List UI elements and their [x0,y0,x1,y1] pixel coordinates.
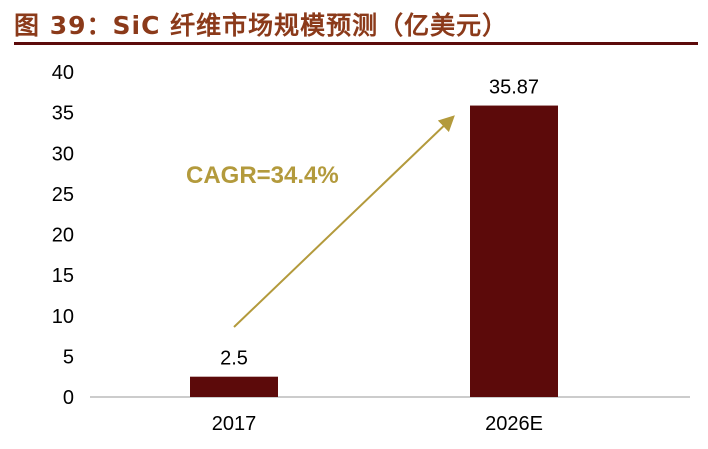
data-label: 2.5 [220,348,248,370]
y-tick-label: 5 [63,346,74,368]
y-tick-label: 25 [52,184,74,206]
y-tick-label: 10 [52,306,74,328]
cagr-arrow [233,115,455,328]
y-tick-label: 40 [52,62,74,84]
bar-2017 [190,376,278,397]
bar-2026E [470,105,558,398]
title-divider [14,42,698,45]
chart-title: 图 39：SiC 纤维市场规模预测（亿美元） [14,11,509,40]
y-tick-label: 15 [52,265,74,287]
x-tick-label: 2026E [485,413,543,435]
x-tick-label: 2017 [212,413,257,435]
y-tick-label: 0 [63,387,74,409]
y-tick-label: 30 [52,143,74,165]
y-tick-label: 20 [52,225,74,247]
data-label: 35.87 [489,77,539,99]
y-tick-label: 35 [52,103,74,125]
cagr-annotation: CAGR=34.4% [186,162,339,189]
